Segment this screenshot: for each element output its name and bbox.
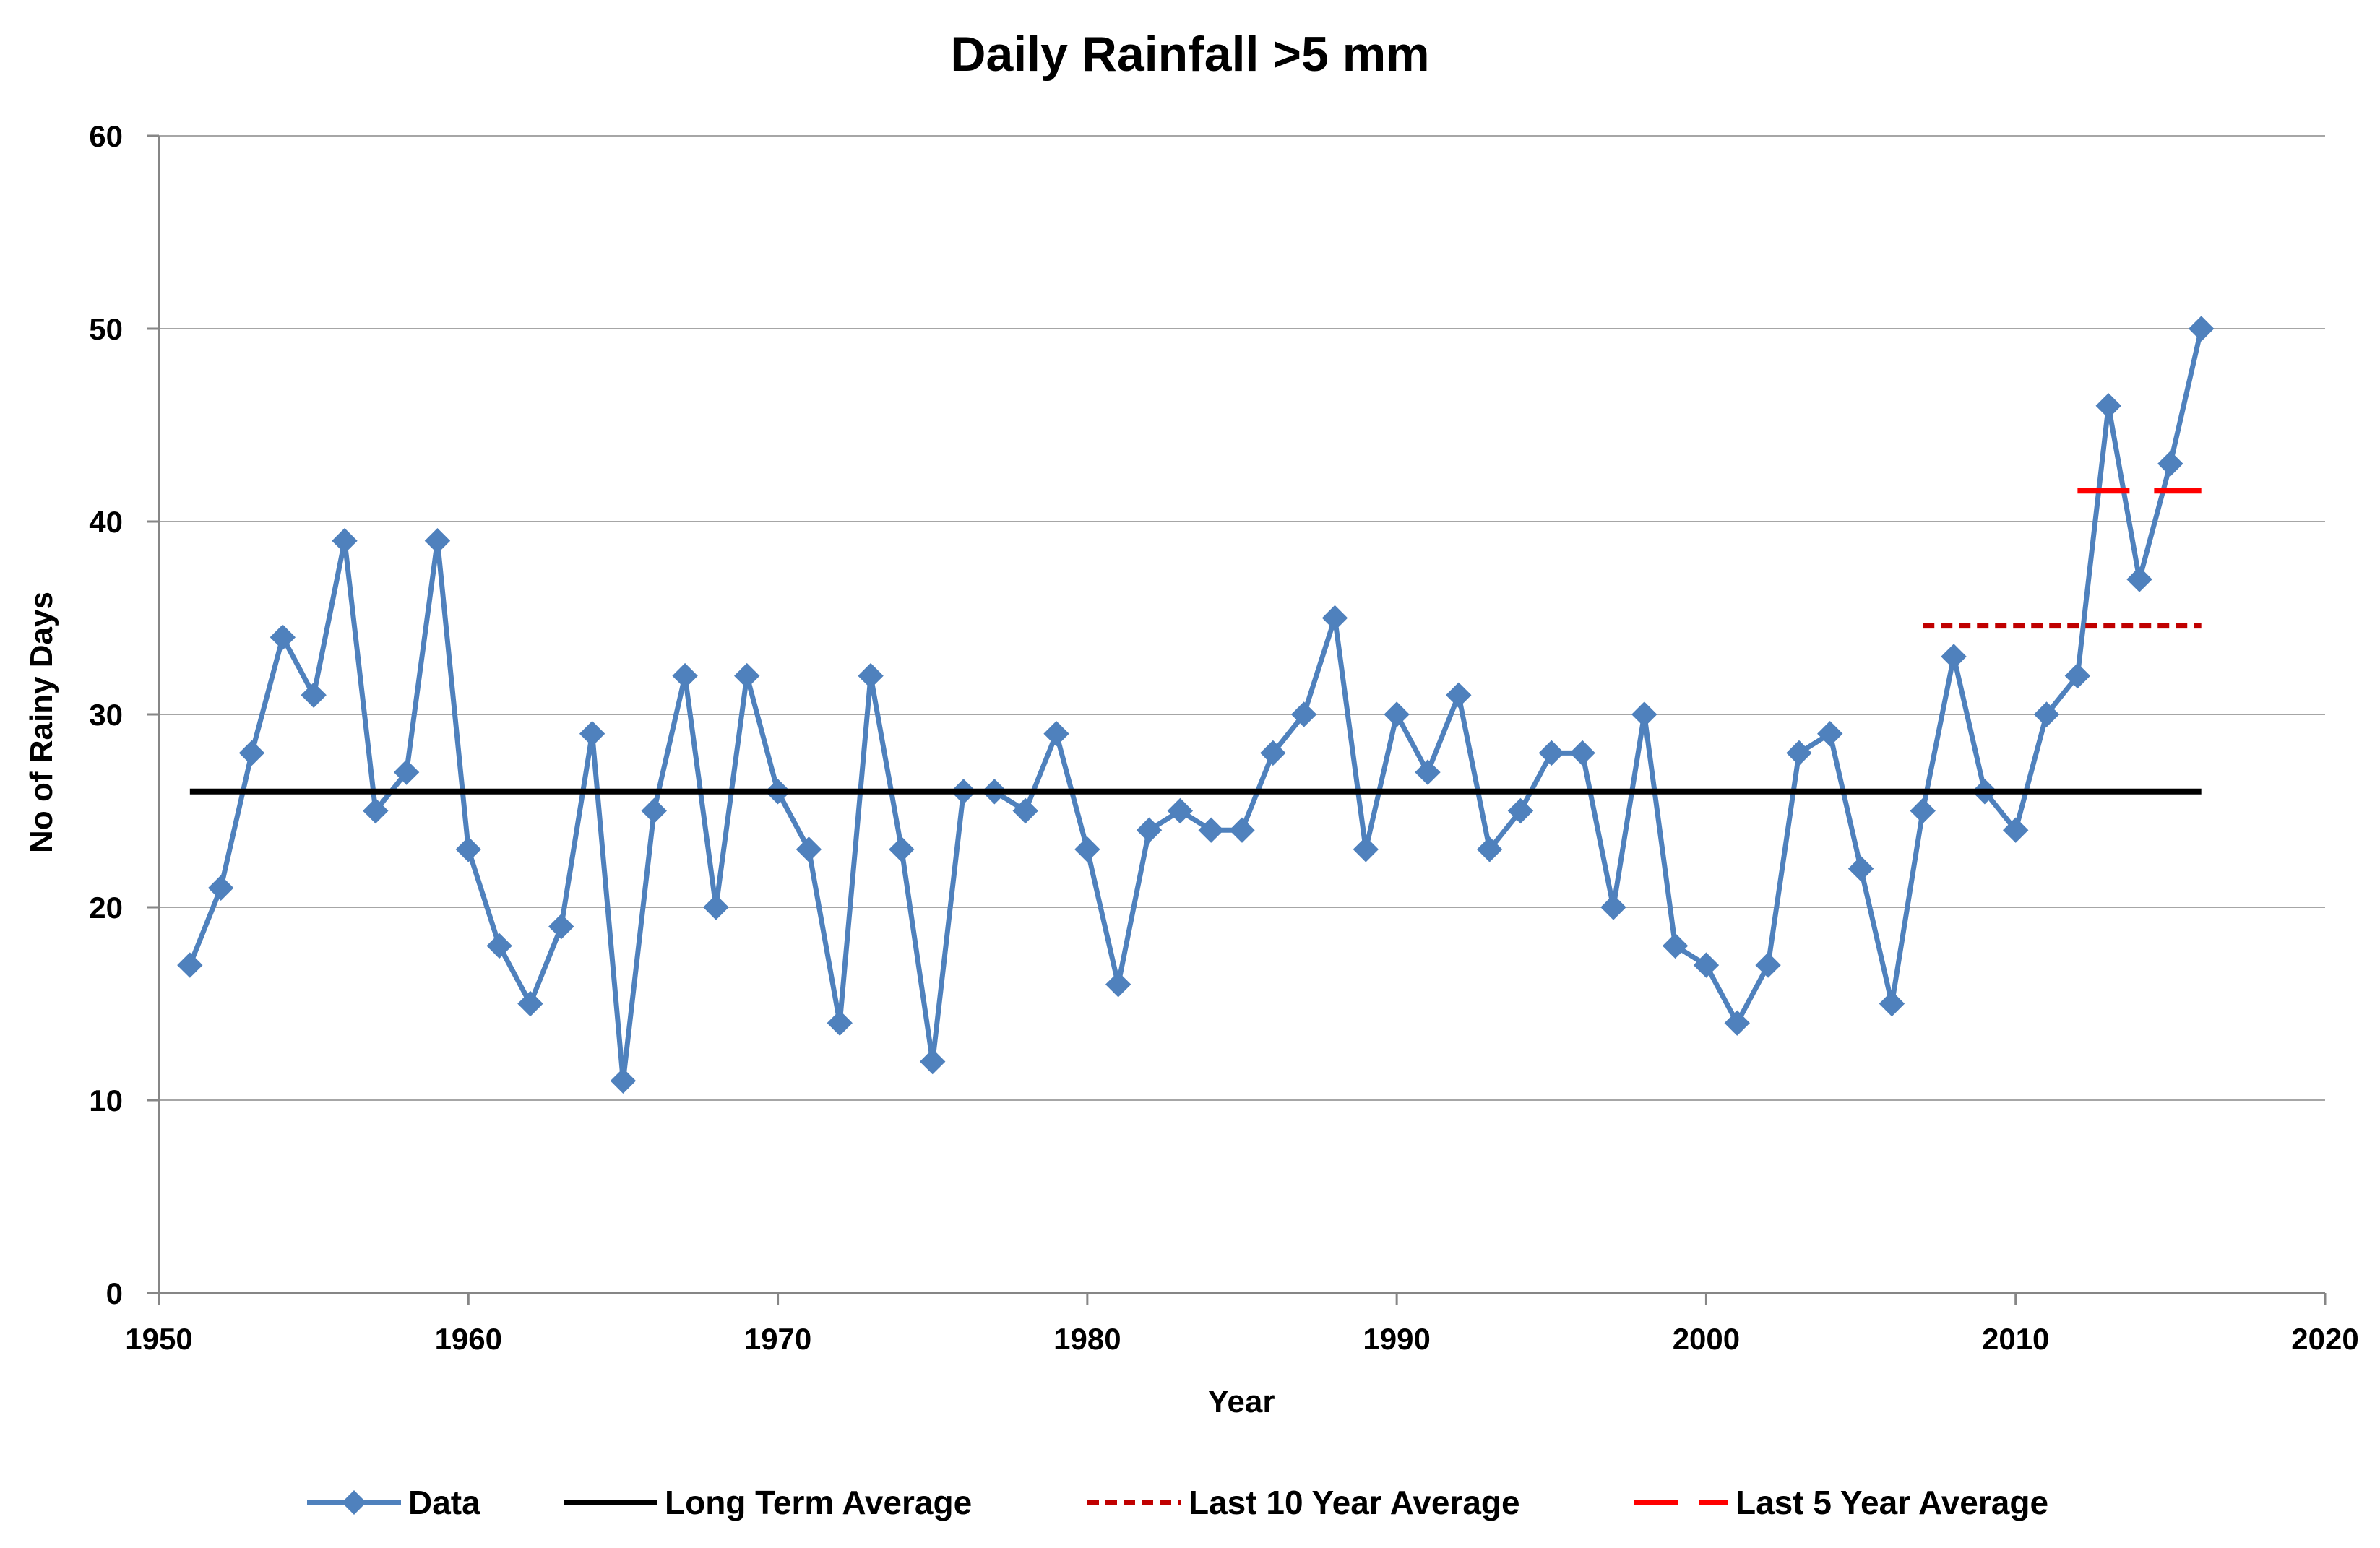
data-point [734,662,760,689]
data-point [641,797,667,824]
data-point [1446,682,1472,709]
data-point [1415,759,1441,785]
data-point [2095,393,2121,419]
x-tick-label: 1970 [744,1322,811,1356]
y-axis-ticks: 0 10 20 30 40 50 60 [89,119,159,1310]
data-point [1879,990,1905,1017]
data-point [207,875,234,901]
data-point [1693,952,1720,978]
data-point [1198,817,1224,843]
data-point [1569,740,1595,766]
y-tick-label: 60 [89,119,123,153]
y-tick-label: 0 [106,1276,123,1310]
data-point [827,1010,853,1036]
data-point [1353,836,1379,862]
data-point [1229,817,1255,843]
data-point [796,836,822,862]
data-point [1136,817,1163,843]
data-point [424,527,451,554]
data-point [332,527,358,554]
data-point [548,913,574,940]
data-point [1817,720,1843,747]
data-point [1847,855,1874,882]
legend-label: Last 10 Year Average [1189,1484,1520,1521]
data-point [2003,817,2029,843]
x-tick-label: 2020 [2291,1322,2358,1356]
data-point [2188,316,2215,342]
legend: Data Long Term Average Last 10 Year Averag… [307,1484,2048,1521]
data-point [393,759,420,785]
y-tick-label: 20 [89,891,123,925]
data-point [2064,662,2091,689]
legend-item: Data [307,1484,480,1521]
x-tick-label: 1950 [125,1322,192,1356]
data-point [1538,740,1564,766]
legend-item: Long Term Average [564,1484,972,1521]
data-point [1167,797,1194,824]
legend-item: Last 10 Year Average [1087,1484,1520,1521]
data-point [455,836,481,862]
series-line [187,328,2204,1084]
y-tick-label: 40 [89,505,123,539]
data-point [1476,836,1503,862]
data-point [1631,701,1657,727]
legend-item: Last 5 Year Average [1634,1484,2048,1521]
data-point [889,836,915,862]
x-axis-title: Year [1208,1384,1275,1419]
data-point [1074,836,1100,862]
y-tick-label: 50 [89,312,123,346]
data-point [1105,972,1131,998]
legend-label: Last 5 Year Average [1736,1484,2048,1521]
x-tick-label: 1990 [1363,1322,1430,1356]
data-point [1662,933,1689,959]
data-point [2157,451,2183,477]
series-data [177,316,2215,1094]
data-point [610,1068,637,1094]
data-point [672,662,698,689]
data-point [1321,605,1348,631]
data-point [1043,720,1069,747]
data-point [1012,797,1038,824]
gridlines [159,135,2325,1101]
data-point [1941,644,1967,670]
data-point [1384,701,1410,727]
data-point [579,720,605,747]
chart-title: Daily Rainfall >5 mm [950,27,1429,82]
data-point [301,682,327,709]
legend-label: Data [408,1484,480,1521]
legend-label: Long Term Average [665,1484,972,1521]
data-point [270,624,296,650]
data-point [177,952,203,978]
data-point [238,740,265,766]
y-axis-title: No of Rainy Days [24,592,59,853]
x-axis-ticks: 1950 1960 1970 1980 1990 2000 2010 2020 [125,1293,2359,1356]
series [177,316,2215,1094]
data-point [1724,1010,1750,1036]
data-point [1910,797,1936,824]
data-point [858,662,884,689]
x-tick-label: 1980 [1053,1322,1121,1356]
data-point [2126,566,2152,592]
y-tick-label: 30 [89,698,123,732]
x-tick-label: 1960 [435,1322,502,1356]
data-point [1260,740,1286,766]
data-point [1290,701,1317,727]
data-point [1600,894,1626,920]
legend-marker [342,1490,366,1515]
data-point [920,1048,946,1075]
data-point [1755,952,1781,978]
data-point [363,797,389,824]
data-point [2033,701,2060,727]
x-tick-label: 2010 [1982,1322,2049,1356]
y-tick-label: 10 [89,1084,123,1117]
data-point [517,990,543,1017]
data-point [1786,740,1812,766]
data-point [486,933,512,959]
data-point [703,894,729,920]
data-point [1507,797,1534,824]
x-tick-label: 2000 [1673,1322,1740,1356]
